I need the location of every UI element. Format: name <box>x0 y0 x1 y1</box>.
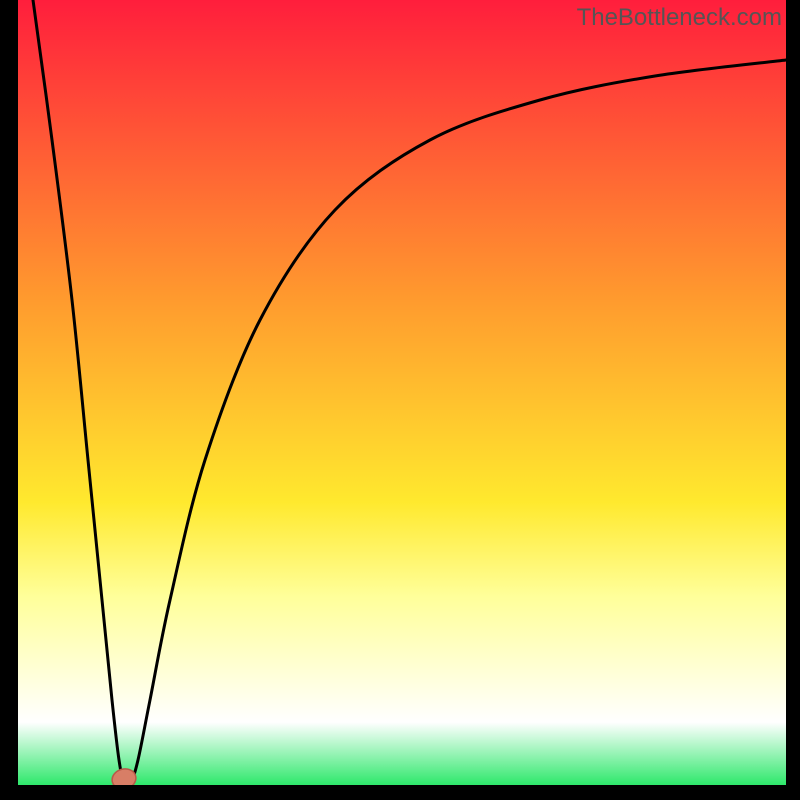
border-bottom <box>0 785 800 800</box>
bottleneck-curve <box>33 0 786 784</box>
watermark-text: TheBottleneck.com <box>577 4 782 32</box>
border-left <box>0 0 18 800</box>
bottleneck-curve-layer <box>0 0 800 800</box>
chart-frame: TheBottleneck.com <box>0 0 800 800</box>
border-right <box>786 0 800 800</box>
